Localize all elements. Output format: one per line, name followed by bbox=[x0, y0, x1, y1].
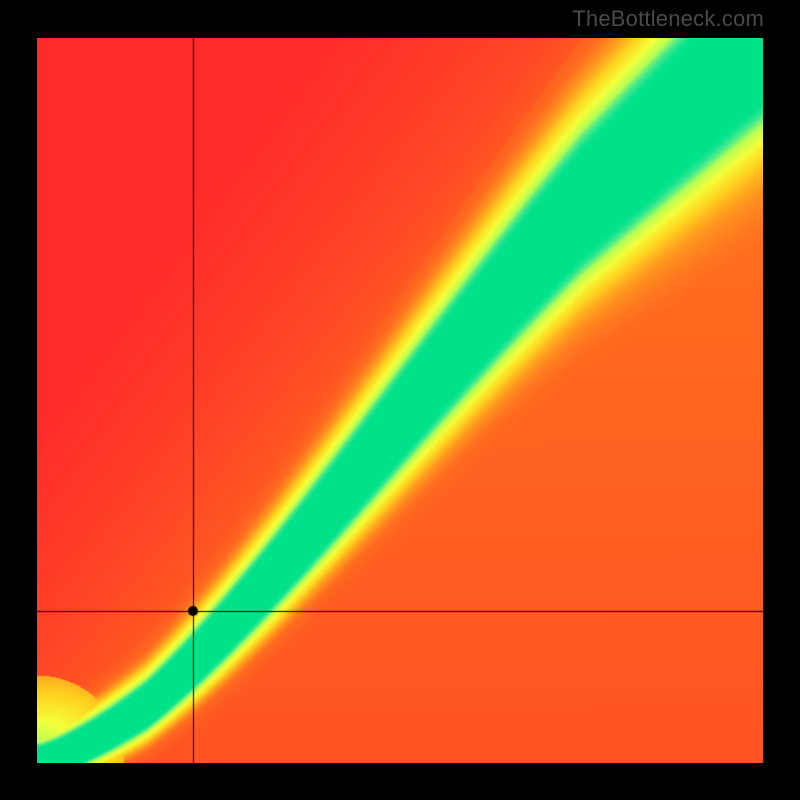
heatmap-plot bbox=[37, 38, 763, 763]
watermark-text: TheBottleneck.com bbox=[572, 6, 764, 32]
heatmap-canvas bbox=[37, 38, 763, 763]
